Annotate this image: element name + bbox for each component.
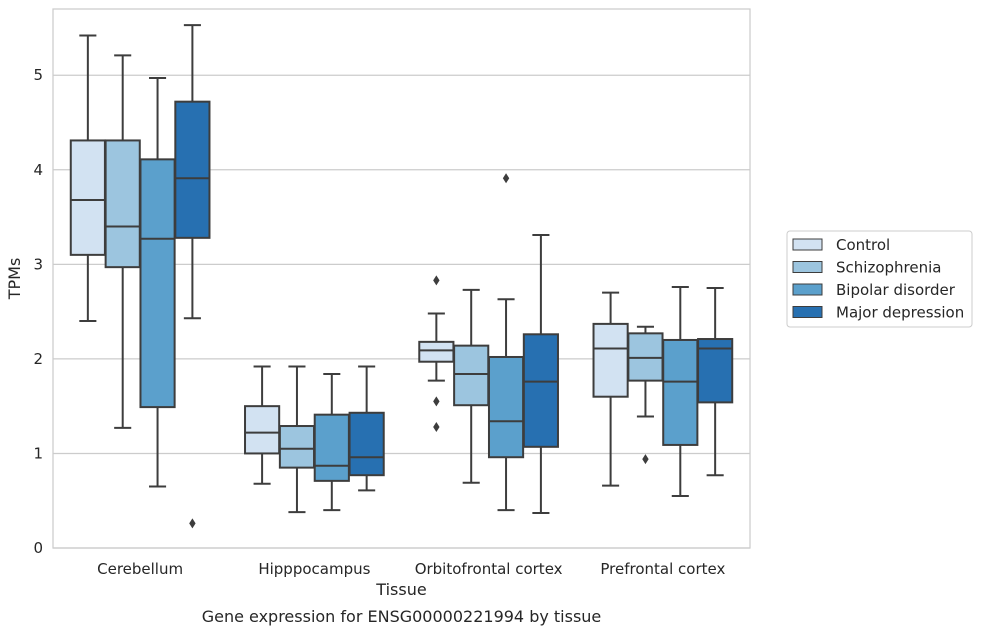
y-axis-label: TPMs [5, 258, 24, 301]
box-body [244, 405, 281, 455]
y-tick-label: 3 [33, 255, 43, 273]
y-tick-labels: 0 1 2 3 4 5 [33, 66, 43, 557]
box-schizophrenia [627, 325, 664, 465]
box-body [139, 158, 176, 409]
legend: Control Schizophrenia Bipolar disorder Majo… [786, 230, 973, 328]
x-tick-label: Orbitofrontal cortex [415, 560, 563, 578]
y-tick-label: 1 [33, 444, 43, 462]
chart-caption: Gene expression for ENSG00000221994 by t… [202, 607, 602, 626]
box-bipolar-disorder [662, 286, 699, 497]
y-tick-label: 0 [33, 539, 43, 557]
legend-swatch [792, 261, 823, 273]
legend-label: Schizophrenia [836, 259, 941, 277]
box-body [697, 338, 734, 404]
box-groups [69, 24, 734, 529]
legend-label: Major depression [836, 304, 964, 322]
box-control [592, 291, 629, 487]
box-major-depression [174, 24, 211, 529]
box-body [174, 100, 211, 239]
outlier-point [502, 173, 510, 184]
box-bipolar-disorder [139, 77, 176, 488]
x-tick-label: Prefrontal cortex [600, 560, 725, 578]
box-schizophrenia [453, 288, 490, 484]
box-body [278, 425, 316, 469]
legend-label: Bipolar disorder [836, 281, 956, 299]
box-major-depression [522, 234, 559, 515]
x-tick-labels: Cerebellum Hipppocampus Orbitofrontal cort… [97, 560, 725, 578]
box-body [453, 344, 490, 407]
plot-frame [52, 8, 751, 549]
box-body [662, 338, 699, 446]
y-tick-label: 5 [33, 66, 43, 84]
legend-swatch [792, 238, 823, 251]
outlier-point [642, 454, 649, 465]
box-control [244, 365, 281, 485]
box-body [313, 413, 350, 482]
outlier-point [433, 421, 440, 432]
box-schizophrenia [278, 365, 316, 514]
box-body [592, 322, 629, 398]
y-tick-label: 4 [33, 161, 43, 179]
x-tick-label: Cerebellum [97, 560, 183, 578]
legend-swatch [792, 283, 823, 296]
box-body [487, 355, 525, 459]
box-body [69, 139, 106, 256]
box-body [348, 411, 385, 477]
outlier-point [189, 518, 196, 529]
box-body [418, 340, 455, 363]
x-axis-label: Tissue [375, 580, 426, 599]
box-body [522, 333, 559, 448]
box-bipolar-disorder [487, 173, 525, 512]
legend-frame [786, 230, 973, 328]
box-major-depression [697, 286, 734, 477]
plot-area [52, 8, 751, 549]
box-body [104, 139, 141, 269]
outlier-point [433, 396, 440, 407]
box-control [418, 275, 455, 432]
legend-label: Control [836, 236, 890, 254]
legend-items: Control Schizophrenia Bipolar disorder Majo… [792, 236, 964, 322]
box-major-depression [348, 365, 385, 492]
y-tick-label: 2 [33, 350, 43, 368]
x-tick-label: Hipppocampus [258, 560, 370, 578]
outlier-point [433, 275, 440, 286]
legend-swatch [792, 306, 823, 318]
